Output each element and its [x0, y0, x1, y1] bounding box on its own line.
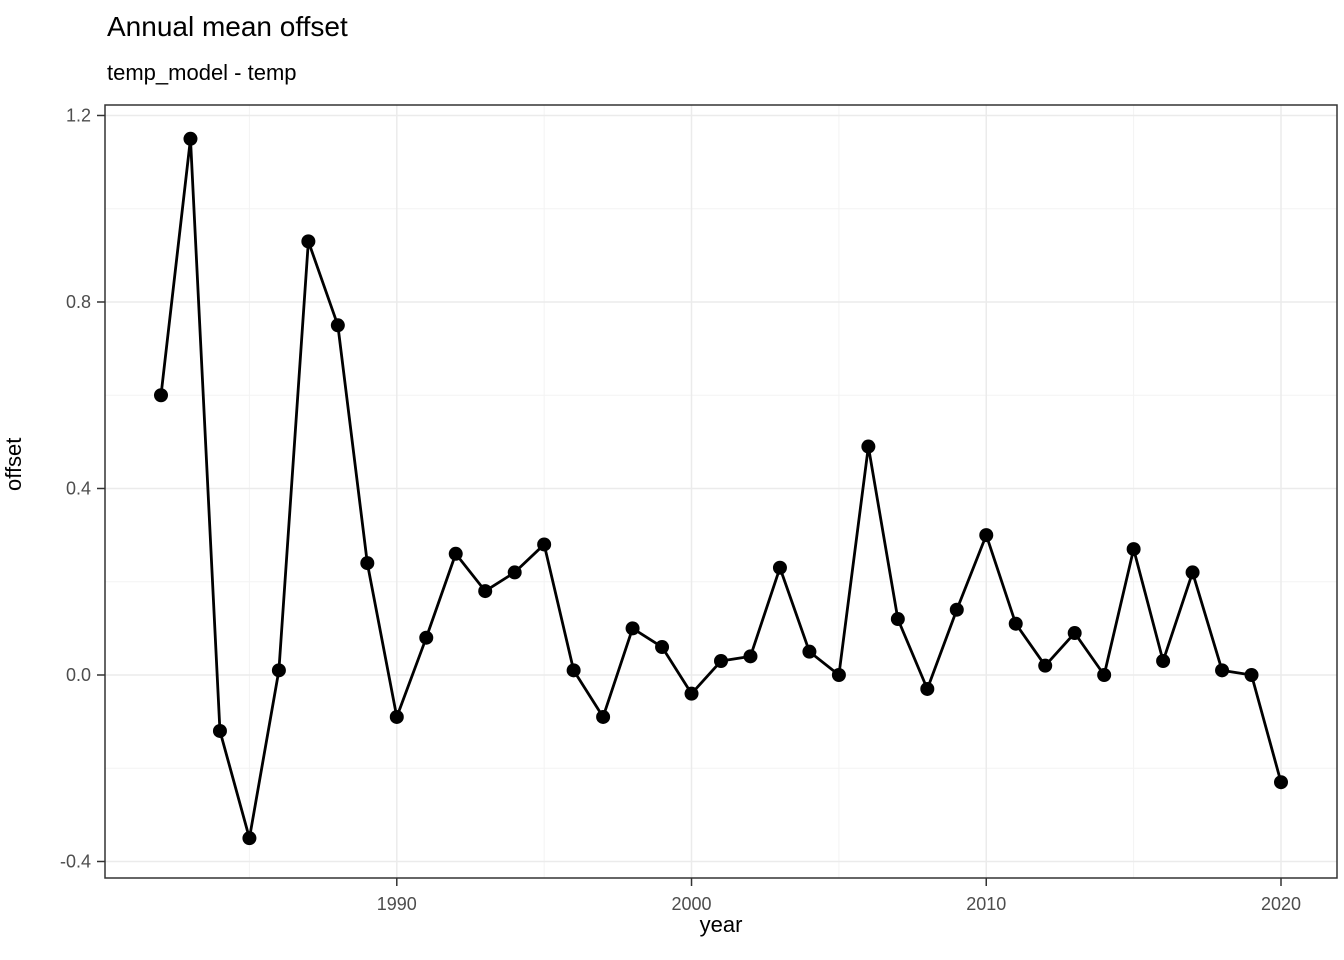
- chart-title: Annual mean offset: [107, 11, 348, 42]
- data-point: [242, 831, 257, 846]
- data-point: [1274, 775, 1288, 790]
- y-tick-label: 0.8: [66, 292, 91, 312]
- data-point: [861, 439, 876, 454]
- data-point: [566, 663, 581, 678]
- data-point: [1038, 658, 1053, 673]
- data-point: [1067, 626, 1082, 641]
- panel-background: [105, 105, 1337, 878]
- x-tick-label: 2020: [1261, 894, 1301, 914]
- data-point: [743, 649, 758, 664]
- data-point: [1215, 663, 1230, 678]
- data-point: [154, 388, 168, 403]
- data-point: [979, 528, 994, 543]
- x-tick-label: 2010: [966, 894, 1006, 914]
- data-point: [949, 602, 964, 617]
- data-point: [389, 709, 404, 724]
- data-point: [537, 537, 552, 552]
- data-point: [271, 663, 286, 678]
- data-point: [714, 654, 728, 669]
- data-point: [802, 644, 817, 659]
- data-point: [212, 723, 227, 738]
- data-point: [596, 709, 611, 724]
- y-axis-title-text: offset: [1, 437, 26, 491]
- y-tick-label: -0.4: [60, 851, 91, 871]
- data-point: [684, 686, 699, 701]
- data-point: [360, 556, 375, 571]
- data-point: [655, 640, 670, 655]
- x-axis-title: year: [699, 912, 743, 937]
- data-point: [1097, 667, 1112, 682]
- panel-border: [104, 104, 1338, 879]
- data-point: [625, 621, 640, 636]
- data-point: [478, 584, 493, 599]
- data-point: [1008, 616, 1023, 631]
- y-tick-label: 0.0: [66, 665, 91, 685]
- data-point: [920, 681, 935, 696]
- data-point: [183, 131, 198, 146]
- chart-subtitle: temp_model - temp: [107, 60, 297, 85]
- y-tick-label: 0.4: [66, 478, 91, 498]
- data-point: [1244, 667, 1259, 682]
- data-point: [507, 565, 522, 580]
- x-tick-label: 1990: [377, 894, 417, 914]
- data-point: [301, 234, 316, 249]
- data-point: [419, 630, 434, 645]
- y-tick-label: 1.2: [66, 105, 91, 125]
- data-point: [448, 546, 463, 561]
- data-point: [890, 612, 905, 627]
- data-point: [831, 667, 846, 682]
- data-point: [330, 318, 345, 333]
- data-point: [772, 560, 787, 575]
- data-point: [1185, 565, 1200, 580]
- data-point: [1126, 542, 1141, 557]
- x-tick-label: 2000: [672, 894, 712, 914]
- data-point: [1156, 654, 1171, 669]
